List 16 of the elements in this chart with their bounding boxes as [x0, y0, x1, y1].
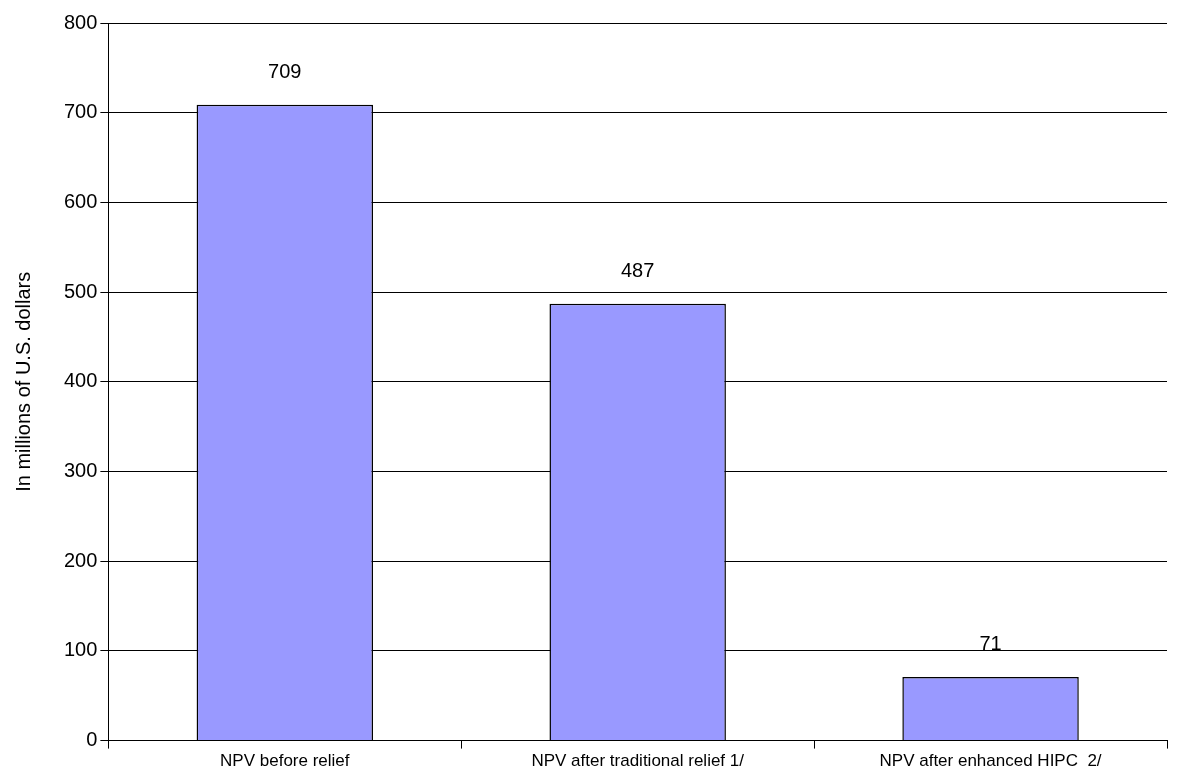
data-label: 71	[979, 632, 1002, 655]
y-tick-label: 100	[63, 638, 98, 661]
y-axis-title: In millions of U.S. dollars	[11, 271, 34, 492]
y-tick-label: 500	[63, 279, 98, 302]
y-tick-label: 600	[63, 189, 98, 212]
y-tick-label: 300	[63, 459, 98, 482]
y-tick-label: 400	[63, 369, 98, 392]
y-tick-label: 700	[63, 100, 98, 123]
data-label: 709	[268, 60, 302, 83]
data-label: 487	[621, 259, 655, 282]
x-tick-label: NPV after traditional relief 1/	[531, 751, 745, 771]
y-tick-label: 200	[63, 548, 98, 571]
y-tick-label: 0	[86, 728, 98, 751]
x-tick-label: NPV after enhanced HIPC 2/	[879, 751, 1102, 771]
x-tick-label: NPV before relief	[220, 751, 350, 771]
y-tick-label: 800	[63, 10, 98, 33]
